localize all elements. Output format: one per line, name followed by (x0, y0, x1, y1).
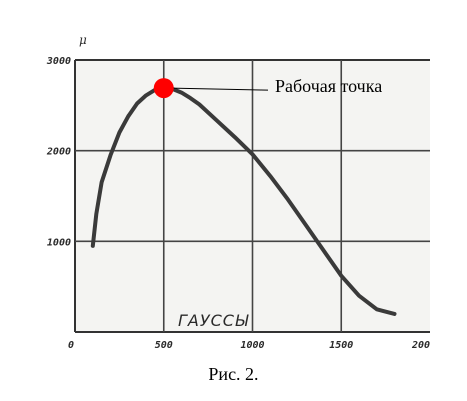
chart: 1000 2000 3000 0 500 1000 1500 200 μ ГАУССЫ Раб… (46, 33, 430, 351)
callout-label: Рабочая точка (275, 76, 382, 96)
x-tick-label: 1000 (240, 340, 264, 351)
working-point-marker (153, 78, 174, 99)
grid (74, 59, 430, 333)
callout-line (171, 87, 269, 91)
tick-labels: 1000 2000 3000 0 500 1000 1500 200 (46, 56, 430, 351)
x-tick-label: 0 (68, 340, 74, 351)
inner-axis-label: ГАУССЫ (178, 311, 249, 330)
series-line (90, 86, 397, 316)
y-tick-label: 2000 (46, 147, 71, 158)
y-axis-label: μ (79, 33, 87, 47)
series-layer (90, 86, 397, 316)
y-tick-label: 3000 (46, 56, 71, 67)
y-tick-label: 1000 (47, 237, 71, 248)
x-tick-label: 200 (411, 340, 430, 351)
x-tick-label: 500 (155, 340, 173, 351)
x-tick-label: 1500 (329, 340, 353, 351)
figure-caption: Рис. 2. (208, 364, 259, 384)
